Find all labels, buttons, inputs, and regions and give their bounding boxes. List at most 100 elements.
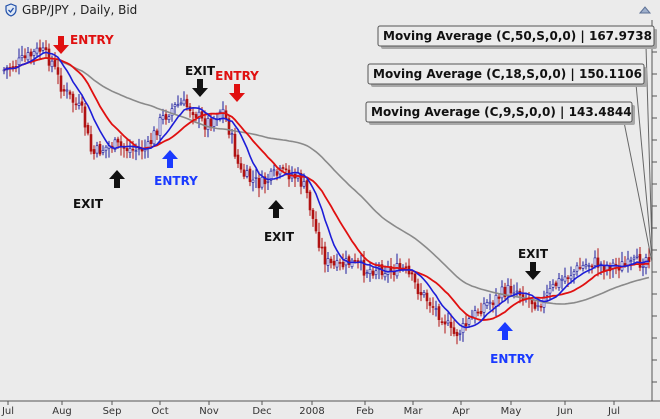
candle	[86, 122, 90, 136]
ma-label-text: Moving Average (C,18,S,0,0) | 150.1106	[373, 67, 642, 81]
candle	[95, 141, 99, 158]
candle-body	[116, 138, 120, 143]
candle-body	[485, 302, 489, 306]
candle	[605, 261, 609, 276]
candle	[125, 139, 129, 159]
arrow-up-icon	[162, 150, 178, 168]
candle	[164, 109, 168, 125]
candle	[572, 268, 576, 284]
candle-body	[32, 51, 36, 56]
candle-body	[101, 150, 105, 153]
candle-body	[44, 47, 48, 50]
candle-body	[137, 148, 141, 150]
candle-body	[62, 89, 66, 92]
candle-body	[131, 148, 135, 151]
candle	[500, 280, 504, 303]
arrow-shape	[497, 322, 513, 340]
candle	[344, 250, 348, 274]
scroll-up-arrow-icon[interactable]	[637, 3, 653, 17]
candle-body	[257, 178, 261, 189]
candle	[122, 143, 126, 158]
candle	[239, 157, 243, 173]
x-tick-label: 2008	[299, 406, 324, 417]
candle-body	[254, 177, 258, 179]
candle	[59, 67, 63, 99]
candle-body	[449, 321, 453, 328]
candle	[485, 299, 489, 310]
candle	[641, 258, 645, 277]
candle-body	[641, 266, 645, 268]
candle-body	[164, 114, 168, 120]
arrow-shape	[192, 79, 208, 97]
candle	[410, 269, 414, 281]
candle-body	[458, 333, 462, 335]
candle-body	[119, 141, 123, 147]
candle	[227, 114, 231, 139]
x-tick-label: Aug	[52, 406, 72, 417]
candle-body	[311, 209, 315, 219]
candle-body	[383, 273, 387, 278]
candle-body	[74, 103, 78, 106]
candle	[155, 128, 159, 141]
candle-body	[251, 179, 255, 183]
candle	[35, 42, 39, 57]
candle	[77, 93, 81, 110]
candle-body	[443, 321, 447, 325]
candle	[431, 297, 435, 316]
candle	[170, 103, 174, 122]
candle	[425, 289, 429, 310]
candle-body	[65, 89, 69, 92]
candle-body	[197, 111, 201, 119]
x-tick-label: Apr	[452, 406, 470, 417]
candle	[293, 168, 297, 188]
candle	[554, 280, 558, 290]
candle-body	[191, 112, 195, 116]
candle	[443, 314, 447, 334]
candle-body	[248, 168, 252, 182]
candle	[407, 258, 411, 278]
candle-body	[557, 278, 561, 288]
candle	[47, 43, 51, 72]
candle-body	[269, 170, 273, 181]
candle-body	[179, 102, 183, 105]
entry-label: ENTRY	[154, 174, 198, 188]
candle	[437, 303, 441, 327]
candle-body	[329, 258, 333, 264]
candle	[350, 258, 354, 269]
arrow-shape	[229, 84, 245, 102]
candle	[98, 141, 102, 157]
candle	[179, 97, 183, 106]
candle-body	[536, 304, 540, 307]
candle-body	[95, 145, 99, 154]
ma-18-line	[3, 56, 650, 322]
candle	[257, 171, 261, 198]
candle-body	[152, 130, 156, 145]
exit-label: EXIT	[73, 197, 104, 211]
candle-body	[83, 106, 87, 128]
candle-body	[551, 283, 555, 288]
candle-body	[434, 308, 438, 310]
candle	[560, 274, 564, 290]
candle-body	[263, 176, 267, 185]
candle-body	[194, 114, 198, 118]
candle	[263, 172, 267, 194]
candle-body	[173, 104, 177, 107]
candle	[83, 102, 87, 136]
candle-body	[539, 306, 543, 308]
candle-body	[569, 275, 573, 280]
candle-body	[245, 170, 249, 177]
candle-body	[98, 144, 102, 155]
candle	[41, 42, 45, 54]
candle	[269, 168, 273, 185]
candle	[365, 269, 369, 278]
candle-body	[413, 273, 417, 283]
candle-body	[452, 327, 456, 334]
candle-body	[509, 286, 513, 294]
candle-body	[632, 257, 636, 260]
candle-body	[161, 115, 165, 120]
candle	[635, 248, 639, 260]
candle	[371, 267, 375, 279]
candle-body	[41, 47, 45, 51]
candle-body	[317, 231, 321, 248]
